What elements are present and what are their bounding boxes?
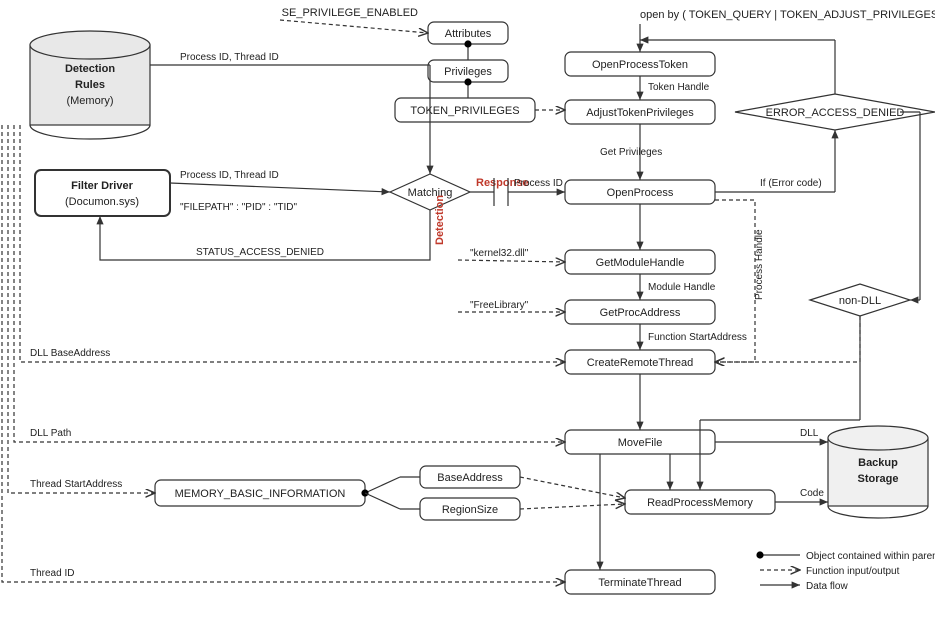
svg-text:TOKEN_PRIVILEGES: TOKEN_PRIVILEGES	[410, 105, 519, 117]
box-region-size: RegionSize	[420, 498, 520, 520]
label-thread-id: Thread ID	[30, 568, 74, 579]
svg-text:Attributes: Attributes	[445, 28, 492, 40]
box-open-process: OpenProcess	[565, 180, 715, 204]
label-kernel32: "kernel32.dll"	[470, 248, 529, 259]
svg-text:AdjustTokenPrivileges: AdjustTokenPrivileges	[586, 107, 694, 119]
svg-text:RegionSize: RegionSize	[442, 504, 498, 516]
svg-text:MoveFile: MoveFile	[618, 437, 663, 449]
label-se-priv: SE_PRIVILEGE_ENABLED	[282, 7, 418, 19]
label-proc-thread-2: Process ID, Thread ID	[180, 170, 279, 181]
label-process-id: Process ID	[514, 178, 563, 189]
label-code: Code	[800, 488, 824, 499]
label-open-by: open by ( TOKEN_QUERY | TOKEN_ADJUST_PRI…	[640, 9, 935, 21]
label-status-denied: STATUS_ACCESS_DENIED	[196, 247, 324, 258]
svg-text:Storage: Storage	[858, 473, 899, 485]
legend: Object contained within parent Function …	[760, 551, 935, 592]
svg-text:MEMORY_BASIC_INFORMATION: MEMORY_BASIC_INFORMATION	[175, 488, 346, 500]
box-move-file: MoveFile	[565, 430, 715, 454]
diamond-non-dll: non-DLL	[810, 284, 910, 316]
svg-text:BaseAddress: BaseAddress	[437, 472, 503, 484]
svg-text:ERROR_ACCESS_DENIED: ERROR_ACCESS_DENIED	[766, 107, 905, 119]
box-read-process-memory: ReadProcessMemory	[625, 490, 775, 514]
svg-text:OpenProcess: OpenProcess	[607, 187, 674, 199]
box-filter-driver: Filter Driver (Documon.sys)	[35, 170, 170, 216]
box-adjust-token-privileges: AdjustTokenPrivileges	[565, 100, 715, 124]
label-detection: Detection	[434, 195, 446, 245]
box-token-privileges: TOKEN_PRIVILEGES	[395, 98, 535, 122]
label-dll-path: DLL Path	[30, 428, 71, 439]
svg-text:Function input/output: Function input/output	[806, 566, 900, 577]
label-get-priv: Get Privileges	[600, 147, 662, 158]
svg-text:CreateRemoteThread: CreateRemoteThread	[587, 357, 693, 369]
svg-text:Detection: Detection	[65, 63, 115, 75]
svg-text:TerminateThread: TerminateThread	[598, 577, 681, 589]
label-thread-start: Thread StartAddress	[30, 479, 122, 490]
box-create-remote-thread: CreateRemoteThread	[565, 350, 715, 374]
label-if-error: If (Error code)	[760, 178, 822, 189]
box-terminate-thread: TerminateThread	[565, 570, 715, 594]
svg-text:ReadProcessMemory: ReadProcessMemory	[647, 497, 753, 509]
svg-text:(Documon.sys): (Documon.sys)	[65, 196, 139, 208]
label-module-handle: Module Handle	[648, 282, 716, 293]
box-open-process-token: OpenProcessToken	[565, 52, 715, 76]
svg-text:non-DLL: non-DLL	[839, 295, 881, 307]
box-base-address: BaseAddress	[420, 466, 520, 488]
label-dll-base: DLL BaseAddress	[30, 348, 110, 359]
box-get-module-handle: GetModuleHandle	[565, 250, 715, 274]
label-dll: DLL	[800, 428, 819, 439]
label-token-handle: Token Handle	[648, 82, 710, 93]
cylinder-detection-rules: Detection Rules (Memory)	[30, 31, 150, 139]
box-get-proc-address: GetProcAddress	[565, 300, 715, 324]
svg-text:OpenProcessToken: OpenProcessToken	[592, 59, 688, 71]
svg-text:(Memory): (Memory)	[66, 95, 113, 107]
label-filepath: "FILEPATH" : "PID" : "TID"	[180, 202, 298, 213]
svg-text:Filter Driver: Filter Driver	[71, 180, 133, 192]
label-process-handle: Process Handle	[754, 229, 765, 300]
label-proc-thread-1: Process ID, Thread ID	[180, 52, 279, 63]
svg-text:Privileges: Privileges	[444, 66, 492, 78]
diamond-matching: Matching	[390, 174, 470, 210]
svg-text:Data flow: Data flow	[806, 581, 848, 592]
label-func-start: Function StartAddress	[648, 332, 747, 343]
svg-text:Backup: Backup	[858, 457, 898, 469]
box-attributes: Attributes	[428, 22, 508, 44]
cylinder-backup-storage: Backup Storage	[828, 426, 928, 518]
svg-text:Rules: Rules	[75, 79, 105, 91]
svg-text:GetModuleHandle: GetModuleHandle	[596, 257, 685, 269]
label-free-library: "FreeLibrary"	[470, 300, 529, 311]
box-privileges: Privileges	[428, 60, 508, 82]
svg-text:Object contained within parent: Object contained within parent	[806, 551, 935, 562]
svg-text:GetProcAddress: GetProcAddress	[600, 307, 681, 319]
box-memory-basic-info: MEMORY_BASIC_INFORMATION	[155, 480, 365, 506]
